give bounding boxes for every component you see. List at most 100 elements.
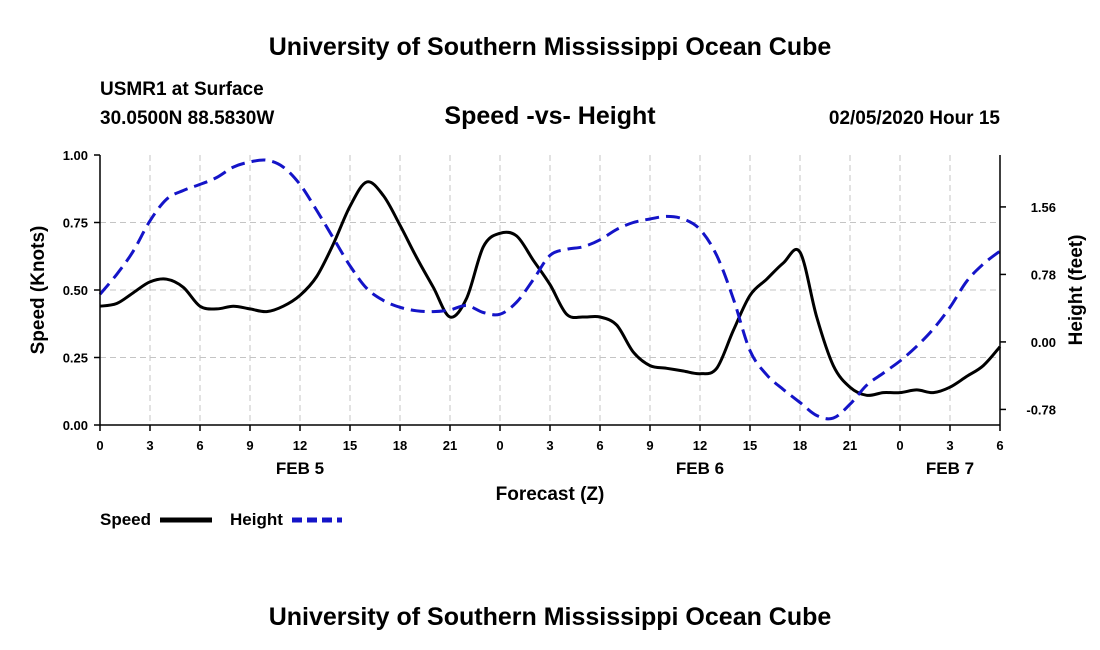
data-point-height <box>799 401 802 404</box>
data-point-height <box>499 313 502 316</box>
x-tick-label: 0 <box>896 438 903 453</box>
data-point-height <box>582 245 585 248</box>
data-point-height <box>665 215 668 218</box>
data-point-speed <box>265 310 268 313</box>
x-tick-label: 9 <box>246 438 253 453</box>
data-point-speed <box>932 391 935 394</box>
data-point-speed <box>732 329 735 332</box>
data-point-speed <box>865 394 868 397</box>
data-point-speed <box>632 351 635 354</box>
data-point-height <box>765 373 768 376</box>
data-point-speed <box>149 280 152 283</box>
data-point-height <box>699 228 702 231</box>
data-point-speed <box>915 388 918 391</box>
ticks-layer: 0 3 6 9 12 15 18 21 0 3 6 9 12 15 18 21 0 3 6 0.00 0.25 0.50 0… <box>63 148 1056 478</box>
data-point-speed <box>432 286 435 289</box>
data-point-speed <box>615 324 618 327</box>
data-point-speed <box>649 364 652 367</box>
x-tick-label: 12 <box>693 438 707 453</box>
data-point-speed <box>232 305 235 308</box>
data-point-speed <box>532 259 535 262</box>
data-point-height <box>132 250 135 253</box>
grid-lines <box>100 155 1000 425</box>
data-point-speed <box>415 256 418 259</box>
data-point-height <box>599 238 602 241</box>
data-point-speed <box>365 181 368 184</box>
data-point-speed <box>665 367 668 370</box>
data-point-speed <box>882 391 885 394</box>
data-point-speed <box>765 278 768 281</box>
data-point-height <box>432 310 435 313</box>
data-point-speed <box>832 364 835 367</box>
data-point-height <box>115 273 118 276</box>
data-point-speed <box>499 232 502 235</box>
data-point-height <box>282 166 285 169</box>
data-point-height <box>632 221 635 224</box>
data-point-height <box>182 189 185 192</box>
y-tick-label-left: 0.00 <box>63 418 88 433</box>
org-title-top: University of Southern Mississippi Ocean… <box>269 33 832 61</box>
data-point-height <box>899 360 902 363</box>
data-point-speed <box>549 283 552 286</box>
data-point-speed <box>382 194 385 197</box>
legend-speed-label: Speed <box>100 510 151 529</box>
data-point-speed <box>182 286 185 289</box>
data-point-height <box>399 306 402 309</box>
org-title-bottom: University of Southern Mississippi Ocean… <box>269 603 832 631</box>
y-tick-label-left: 1.00 <box>63 148 88 163</box>
data-point-height <box>515 301 518 304</box>
data-point-height <box>615 228 618 231</box>
day-label: FEB 7 <box>926 459 974 478</box>
data-point-height <box>199 183 202 186</box>
data-point-speed <box>515 235 518 238</box>
data-point-height <box>749 349 752 352</box>
x-tick-label: 15 <box>743 438 757 453</box>
data-point-height <box>865 384 868 387</box>
data-point-speed <box>982 364 985 367</box>
y-tick-label-left: 0.25 <box>63 351 88 366</box>
data-point-height <box>482 311 485 314</box>
data-point-height <box>149 219 152 222</box>
data-point-speed <box>299 294 302 297</box>
x-tick-label: 6 <box>996 438 1003 453</box>
data-point-speed <box>215 307 218 310</box>
data-point-height <box>382 299 385 302</box>
data-point-height <box>465 304 468 307</box>
data-point-speed <box>115 302 118 305</box>
y-tick-label-left: 0.75 <box>63 216 88 231</box>
data-point-height <box>649 218 652 221</box>
x-tick-label: 6 <box>596 438 603 453</box>
x-tick-label: 3 <box>946 438 953 453</box>
data-point-speed <box>132 291 135 294</box>
data-point-height <box>915 345 918 348</box>
data-point-speed <box>799 251 802 254</box>
data-point-speed <box>282 305 285 308</box>
data-point-speed <box>749 294 752 297</box>
data-point-height <box>815 414 818 417</box>
data-point-height <box>832 417 835 420</box>
data-point-speed <box>399 224 402 227</box>
x-tick-label: 18 <box>393 438 407 453</box>
data-point-height <box>315 209 318 212</box>
x-tick-label: 15 <box>343 438 357 453</box>
data-point-height <box>349 264 352 267</box>
data-point-height <box>249 160 252 163</box>
data-point-speed <box>949 386 952 389</box>
y-tick-label-right: 1.56 <box>1031 200 1056 215</box>
chart-title: Speed -vs- Height <box>444 102 656 130</box>
y-axis-title-right: Height (feet) <box>1066 235 1087 346</box>
data-point-speed <box>315 275 318 278</box>
x-tick-label: 0 <box>496 438 503 453</box>
data-point-height <box>299 183 302 186</box>
data-point-height <box>732 297 735 300</box>
data-point-height <box>965 280 968 283</box>
day-label: FEB 5 <box>276 459 324 478</box>
data-point-height <box>449 308 452 311</box>
data-point-speed <box>965 375 968 378</box>
data-point-speed <box>465 297 468 300</box>
y-tick-label-right: 0.78 <box>1031 267 1056 282</box>
data-point-height <box>532 278 535 281</box>
data-point-speed <box>199 305 202 308</box>
data-point-height <box>849 403 852 406</box>
station-label: USMR1 at Surface <box>100 79 264 100</box>
